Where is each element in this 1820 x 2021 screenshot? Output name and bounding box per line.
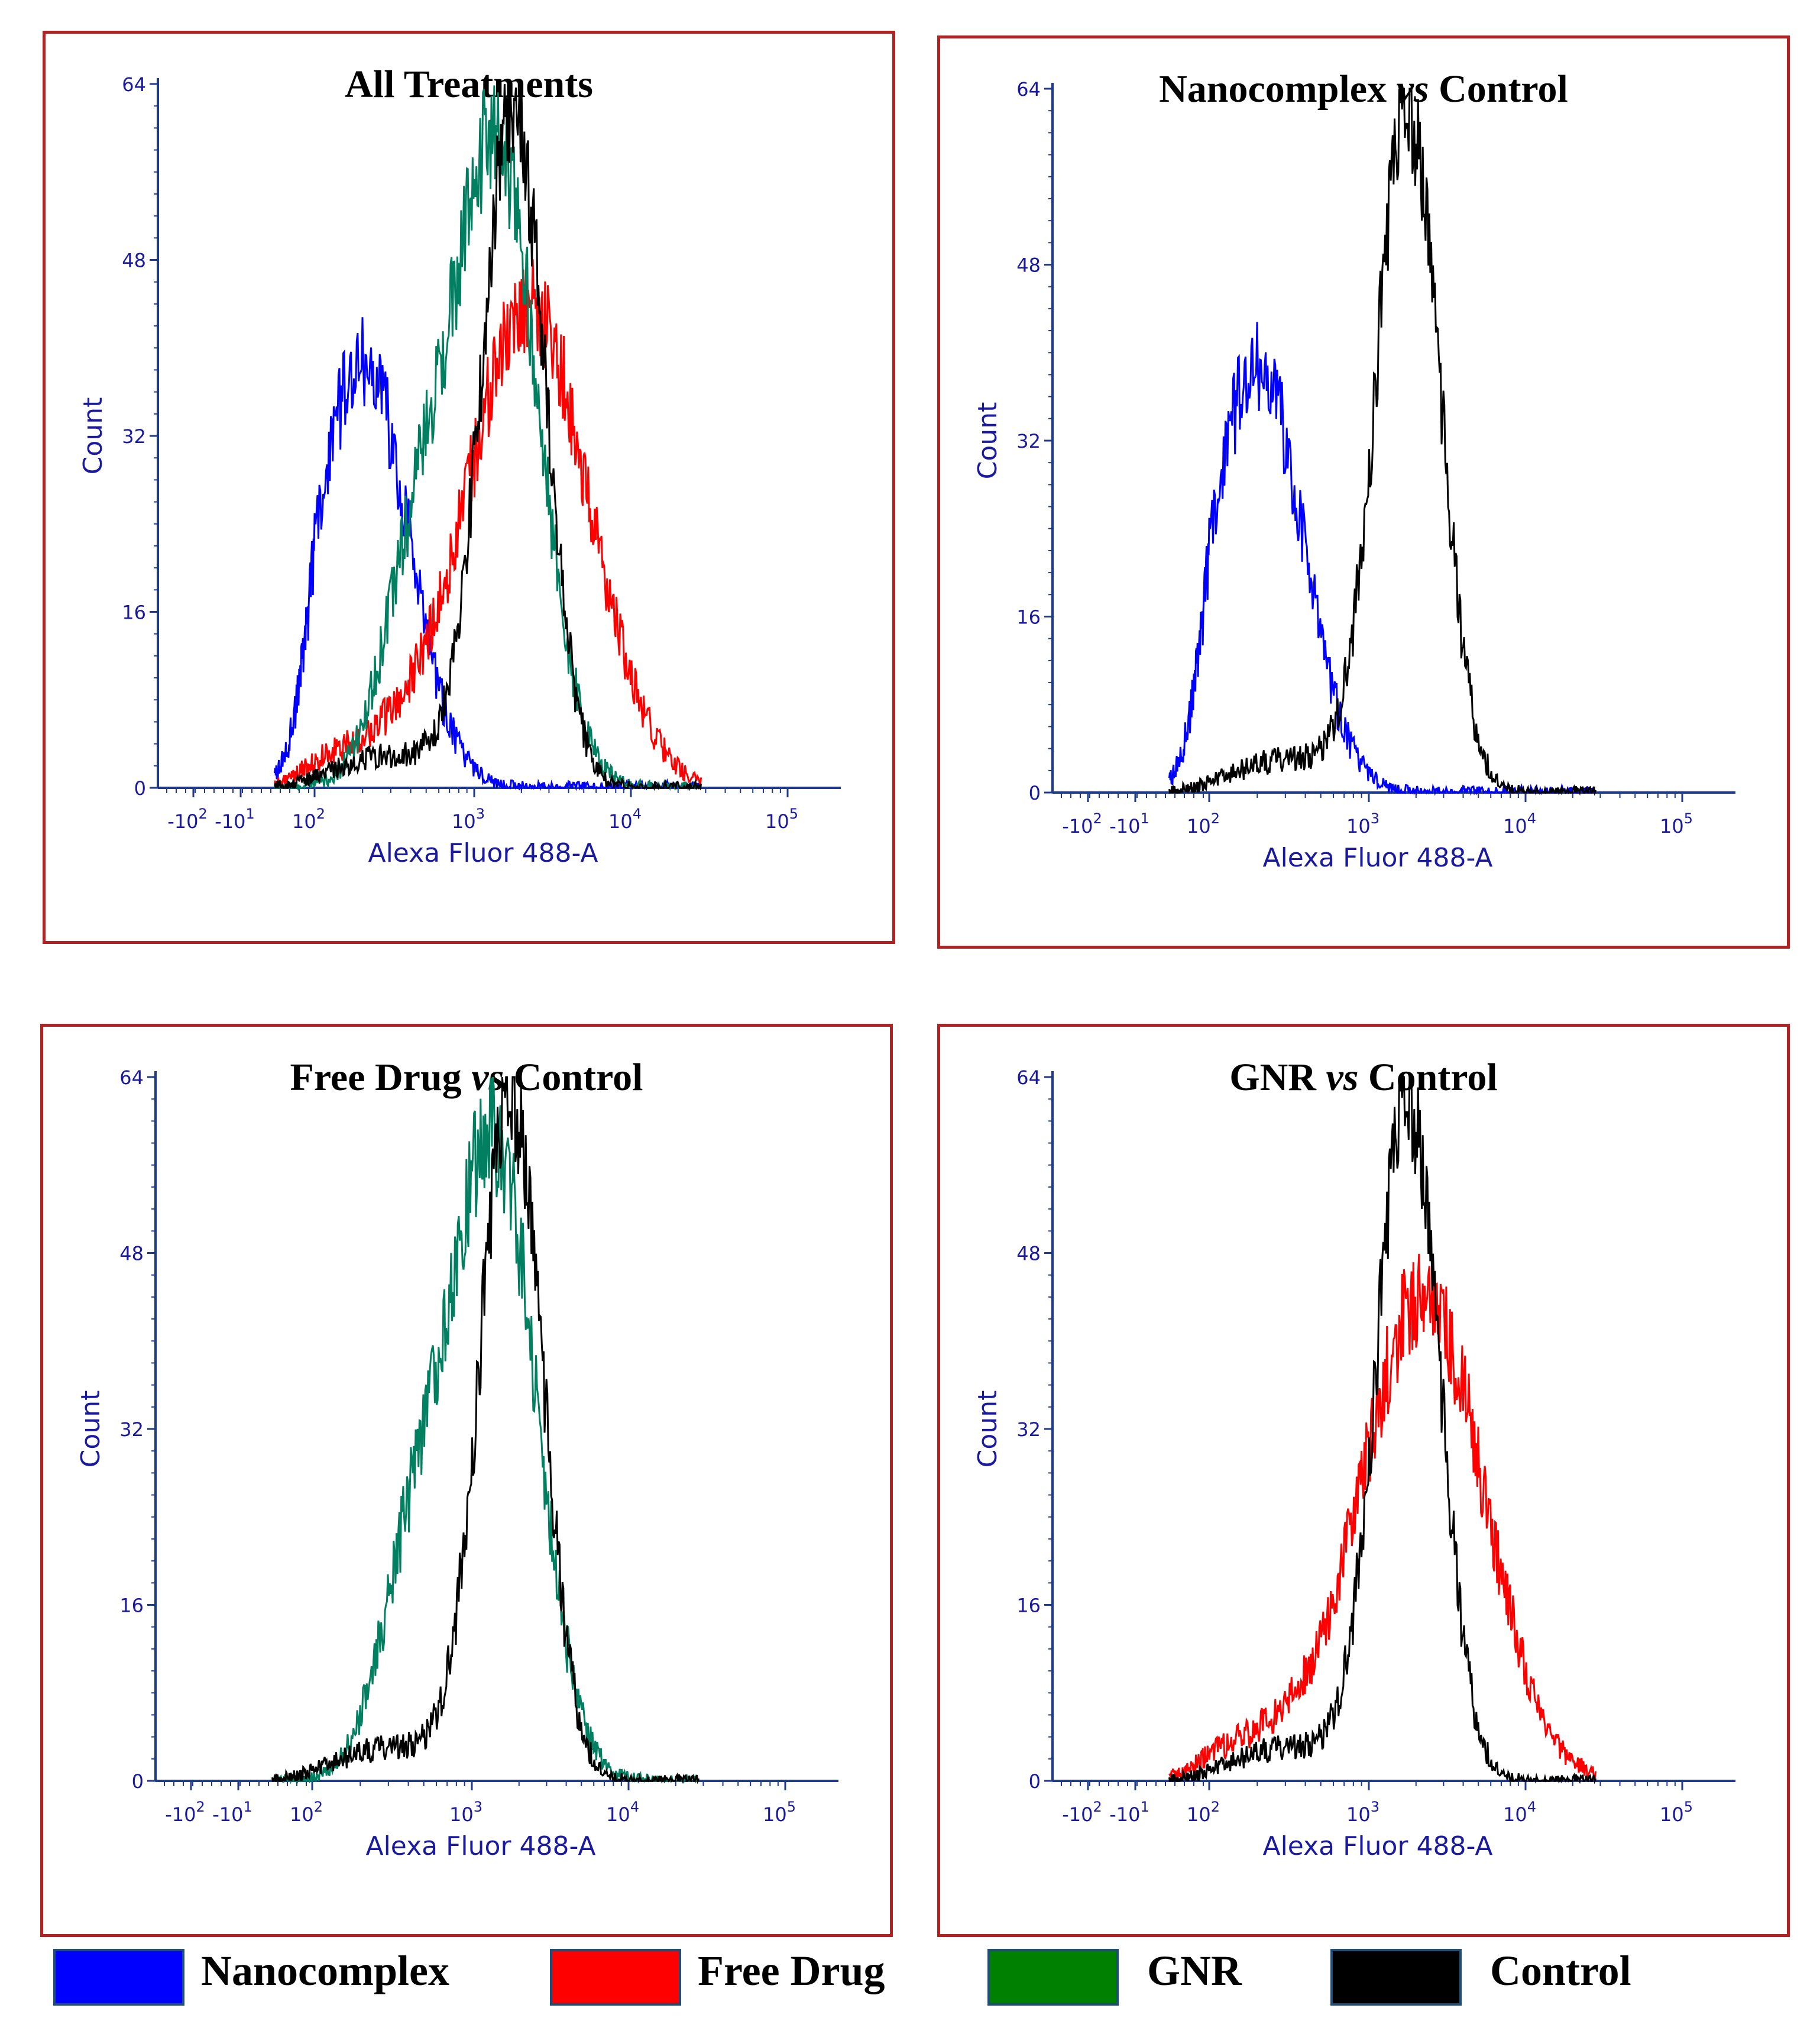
y-tick-label: 64 <box>1016 78 1041 101</box>
x-tick-label: -102 <box>167 806 208 833</box>
y-tick-label: 48 <box>122 250 146 272</box>
y-axis-title: Count <box>973 402 1003 480</box>
y-tick-label: 0 <box>1029 1770 1041 1793</box>
series-line-control <box>1168 1076 1597 1784</box>
y-tick-label: 0 <box>132 1770 144 1793</box>
y-tick-label: 64 <box>122 73 146 96</box>
x-tick-label: 102 <box>1187 810 1220 837</box>
x-tick-label: 102 <box>292 806 325 833</box>
y-tick-label: 0 <box>134 777 146 800</box>
x-tick-label: 105 <box>1660 810 1693 837</box>
histogram-plot: 0 16 32 48 64 -102 -101 102 103 104 105 Alexa Fluor… <box>973 1066 1735 1861</box>
chart-panel-all-treatments: All Treatments 0 16 32 48 64 -102 -101 102 103 10… <box>43 31 895 944</box>
y-tick-label: 48 <box>119 1243 144 1265</box>
x-axis-title: Alexa Fluor 488-A <box>368 838 598 868</box>
x-tick-label: 104 <box>1503 810 1536 837</box>
y-tick-label: 32 <box>119 1418 144 1441</box>
legend-label: Control <box>1490 1947 1631 1994</box>
y-tick-label: 0 <box>1029 782 1041 804</box>
y-axis-title: Count <box>973 1391 1003 1468</box>
panel-title: GNR vs Control <box>1229 1056 1498 1099</box>
y-tick-label: 64 <box>1016 1066 1041 1089</box>
x-tick-label: 105 <box>1660 1799 1693 1826</box>
histogram-plot: 0 16 32 48 64 -102 -101 102 103 104 105 Alexa Fluor… <box>78 73 841 868</box>
x-tick-label: 103 <box>1346 1799 1379 1826</box>
y-tick-label: 48 <box>1016 1243 1041 1265</box>
x-tick-label: 105 <box>763 1799 796 1826</box>
x-tick-label: -101 <box>215 806 255 833</box>
x-tick-label: 102 <box>1187 1799 1220 1826</box>
x-tick-label: -101 <box>1109 1799 1149 1826</box>
x-axis-title: Alexa Fluor 488-A <box>1262 1831 1492 1861</box>
y-tick-label: 16 <box>1016 606 1041 629</box>
x-tick-label: -101 <box>212 1799 252 1826</box>
x-tick-label: 105 <box>765 806 798 833</box>
chart-panel-nanocomplex-vs-control: Nanocomplex vs Control 0 16 32 48 64 -102 -101… <box>937 35 1790 949</box>
panel-title: Free Drug vs Control <box>290 1056 643 1099</box>
histogram-plot: 0 16 32 48 64 -102 -101 102 103 104 105 Alexa Fluor… <box>973 78 1735 873</box>
legend-swatch <box>987 1949 1119 2006</box>
x-tick-label: 104 <box>608 806 642 833</box>
series-line-nanocomplex <box>1168 322 1597 796</box>
y-tick-label: 16 <box>119 1595 144 1617</box>
legend: Nanocomplex Free Drug GNR Control <box>53 1943 1803 2008</box>
y-axis-title: Count <box>78 397 108 475</box>
x-axis-title: Alexa Fluor 488-A <box>365 1831 595 1861</box>
series-line-gnr <box>271 1076 699 1784</box>
chart-panel-gnr-vs-control: GNR vs Control 0 16 32 48 64 -102 -101 102 103 10… <box>937 1024 1790 1937</box>
x-tick-label: 104 <box>1503 1799 1536 1826</box>
panel-title: Nanocomplex vs Control <box>1159 67 1568 111</box>
series-line-control <box>271 1076 700 1784</box>
x-tick-label: -101 <box>1109 810 1149 837</box>
legend-label: GNR <box>1147 1947 1242 1994</box>
series-line-free-drug <box>1168 1253 1597 1781</box>
series-line-control <box>274 83 702 791</box>
x-tick-label: 104 <box>606 1799 639 1826</box>
y-tick-label: 32 <box>1016 430 1041 452</box>
x-tick-label: -102 <box>1062 810 1102 837</box>
histogram-plot: 0 16 32 48 64 -102 -101 102 103 104 105 Alexa Fluor… <box>76 1066 838 1861</box>
y-axis-title: Count <box>76 1391 106 1468</box>
y-tick-label: 32 <box>122 425 146 448</box>
x-tick-label: 103 <box>449 1799 482 1826</box>
x-tick-label: -102 <box>1062 1799 1102 1826</box>
legend-swatch <box>550 1949 681 2006</box>
x-tick-label: 103 <box>452 806 485 833</box>
x-tick-label: 102 <box>290 1799 323 1826</box>
y-tick-label: 16 <box>1016 1595 1041 1617</box>
legend-label: Free Drug <box>698 1947 885 1994</box>
panel-title: All Treatments <box>345 63 593 106</box>
legend-swatch <box>53 1949 184 2006</box>
y-tick-label: 48 <box>1016 254 1041 277</box>
x-tick-label: -102 <box>165 1799 205 1826</box>
legend-swatch <box>1330 1949 1462 2006</box>
y-tick-label: 16 <box>122 602 146 624</box>
series-line-free-drug <box>274 259 702 788</box>
x-axis-title: Alexa Fluor 488-A <box>1262 843 1492 873</box>
legend-label: Nanocomplex <box>201 1947 449 1994</box>
series-line-nanocomplex <box>274 317 702 791</box>
y-tick-label: 64 <box>119 1066 144 1089</box>
y-tick-label: 32 <box>1016 1418 1041 1441</box>
x-tick-label: 103 <box>1346 810 1379 837</box>
chart-panel-free-drug-vs-control: Free Drug vs Control 0 16 32 48 64 -102 -101 10… <box>40 1024 893 1937</box>
series-line-control <box>1168 88 1597 796</box>
